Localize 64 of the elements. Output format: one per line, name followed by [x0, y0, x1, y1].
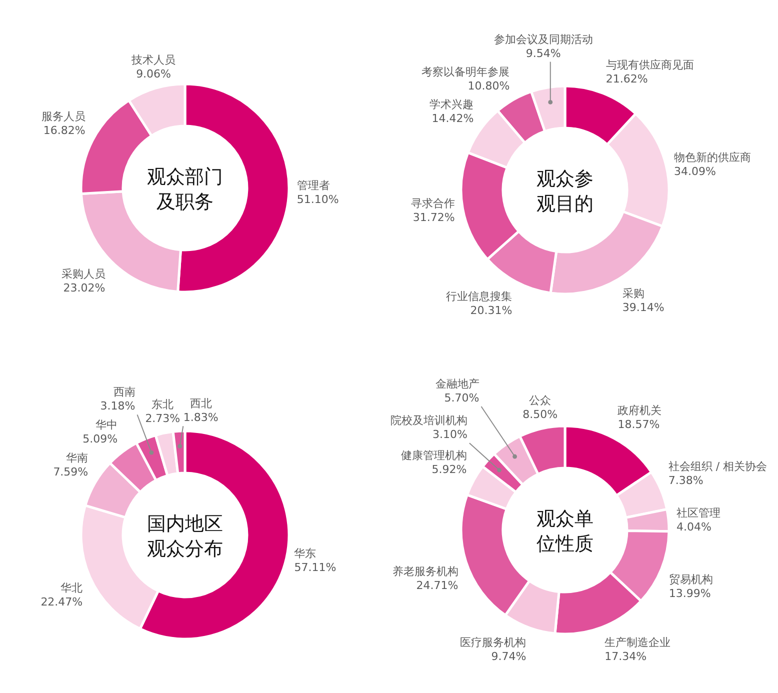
data-label: 8.50%: [522, 408, 558, 421]
data-label: 10.80%: [468, 80, 510, 93]
data-label: 2.73%: [145, 412, 180, 426]
slice-label: 东北: [152, 398, 174, 412]
data-label: 3.10%: [432, 428, 468, 442]
slice-label: 寻求合作: [410, 197, 455, 210]
data-label: 23.02%: [63, 282, 106, 295]
data-label: 51.10%: [296, 192, 339, 206]
data-label: 7.38%: [668, 474, 704, 487]
text: 观众参观目的: [536, 168, 594, 215]
slice-label: 生产制造企业: [604, 636, 671, 649]
data-label: 13.99%: [668, 586, 711, 600]
data-label: 5.92%: [432, 463, 467, 476]
slice-label: 健康管理机构: [400, 449, 467, 462]
data-label: 9.54%: [526, 46, 561, 60]
slice-label: 与现有供应商见面: [606, 58, 694, 72]
slice-label: 院校及培训机构: [390, 414, 468, 428]
slice-label: 华南: [66, 452, 88, 465]
slice-label: 金融地产: [435, 377, 480, 390]
text: 观众单位性质: [536, 508, 594, 555]
slice-label: 服务人员: [41, 110, 86, 123]
data-label: 3.18%: [100, 400, 136, 413]
slice-label: 考察以备明年参展: [422, 66, 510, 79]
slice-label: 技术人员: [130, 54, 176, 67]
slice-label: 西南: [113, 386, 136, 399]
data-label: 18.57%: [618, 418, 660, 432]
slice-label: 公众: [529, 394, 552, 407]
slice-label: 管理者: [296, 178, 330, 192]
slice-label: 物色新的供应商: [674, 151, 751, 164]
text: 观众部门及职务: [147, 166, 223, 213]
data-label: 1.83%: [183, 411, 218, 424]
slice-label: 华中: [96, 418, 118, 432]
slice-label: 行业信息搜集: [446, 290, 512, 303]
data-label: 39.14%: [622, 301, 664, 314]
data-label: 7.59%: [53, 466, 88, 479]
data-label: 9.06%: [136, 68, 172, 81]
slice-label: 医疗服务机构: [460, 636, 526, 650]
data-label: 21.62%: [606, 72, 648, 86]
data-label: 16.82%: [43, 124, 86, 137]
slice-label: 社会组织 / 相关协会: [668, 460, 768, 473]
data-label: 24.71%: [416, 578, 458, 592]
data-label: 14.42%: [432, 112, 474, 126]
data-label: 31.72%: [412, 211, 455, 224]
slice-label: 政府机关: [618, 404, 662, 418]
text: 国内地区观众分布: [147, 513, 223, 560]
slice-label: 华北: [60, 581, 83, 594]
slice-label: 社区管理: [676, 506, 721, 520]
data-label: 34.09%: [674, 165, 716, 178]
slice-label: 学术兴趣: [430, 98, 474, 112]
data-label: 17.34%: [604, 650, 647, 663]
slice-label: 西北: [190, 397, 212, 410]
data-label: 57.11%: [294, 560, 336, 574]
data-label: 9.74%: [491, 650, 526, 664]
slice-label: 采购人员: [61, 268, 106, 281]
data-label: 5.70%: [444, 391, 480, 404]
data-label: 22.47%: [40, 595, 83, 608]
slice-label: 参加会议及同期活动: [494, 32, 593, 46]
slice-label: 贸易机构: [668, 572, 713, 586]
data-label: 20.31%: [470, 304, 512, 317]
data-label: 5.09%: [82, 432, 118, 446]
data-label: 4.04%: [676, 520, 712, 534]
slice-label: 养老服务机构: [392, 564, 458, 578]
slice-label: 采购: [622, 287, 644, 300]
slice-label: 华东: [294, 546, 316, 560]
